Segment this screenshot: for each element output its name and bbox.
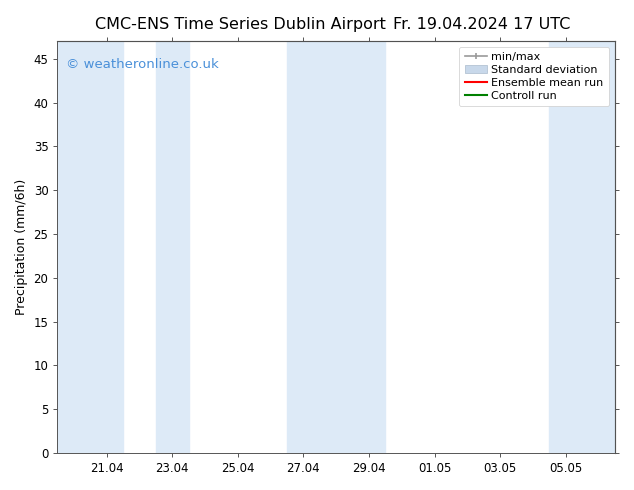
Text: CMC-ENS Time Series Dublin Airport: CMC-ENS Time Series Dublin Airport	[96, 17, 386, 32]
Text: Fr. 19.04.2024 17 UTC: Fr. 19.04.2024 17 UTC	[393, 17, 571, 32]
Bar	[287, 41, 353, 453]
Bar	[156, 41, 188, 453]
Bar	[353, 41, 385, 453]
Bar	[58, 41, 123, 453]
Bar	[549, 41, 582, 453]
Bar	[582, 41, 634, 453]
Text: © weatheronline.co.uk: © weatheronline.co.uk	[66, 58, 219, 71]
Y-axis label: Precipitation (mm/6h): Precipitation (mm/6h)	[15, 179, 28, 315]
Legend: min/max, Standard deviation, Ensemble mean run, Controll run: min/max, Standard deviation, Ensemble me…	[459, 47, 609, 106]
